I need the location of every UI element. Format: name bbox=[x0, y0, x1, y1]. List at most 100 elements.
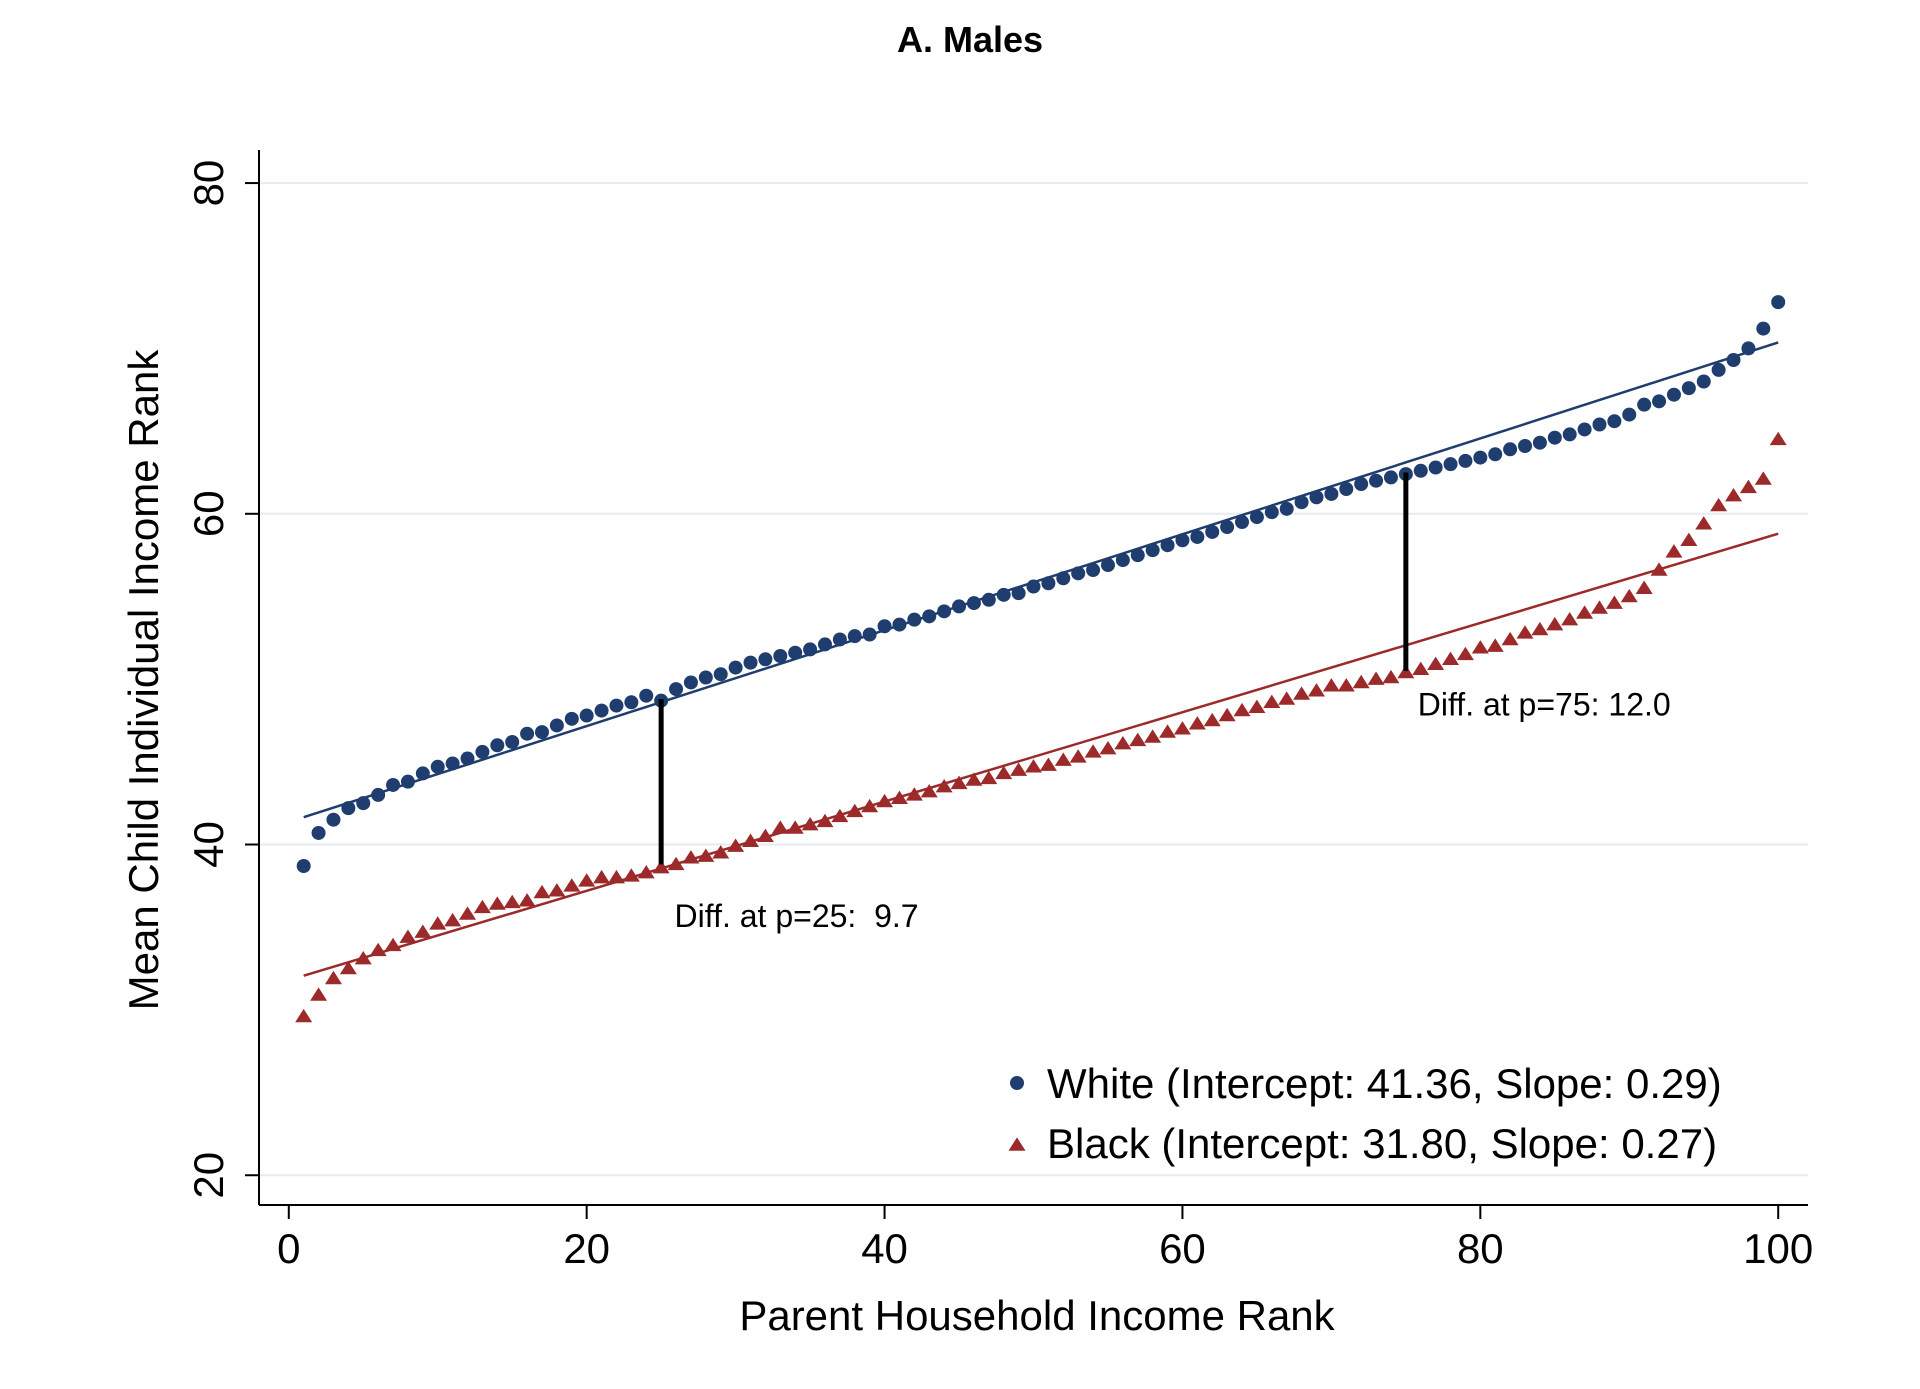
black-point bbox=[429, 916, 447, 930]
white-point bbox=[1637, 397, 1652, 412]
white-point bbox=[1086, 563, 1101, 578]
black-point bbox=[1427, 656, 1445, 671]
black-point bbox=[1650, 562, 1668, 576]
gap-lines bbox=[658, 472, 1409, 865]
black-point bbox=[1144, 729, 1162, 743]
white-point bbox=[1562, 427, 1577, 442]
legend: White (Intercept: 41.36, Slope: 0.29) Bla… bbox=[1008, 1060, 1722, 1167]
black-point bbox=[876, 793, 894, 808]
black-point bbox=[548, 883, 566, 897]
white-point bbox=[1205, 524, 1220, 539]
white-point bbox=[311, 825, 326, 840]
white-point bbox=[758, 652, 773, 667]
white-point bbox=[1294, 495, 1309, 510]
black-point bbox=[1486, 638, 1504, 652]
black-point bbox=[1635, 580, 1653, 594]
black-point bbox=[503, 894, 521, 909]
white-point bbox=[1547, 430, 1562, 445]
white-point bbox=[386, 777, 401, 792]
black-point bbox=[1590, 600, 1608, 614]
black-point bbox=[1531, 621, 1549, 636]
legend-black-label: Black (Intercept: 31.80, Slope: 0.27) bbox=[1047, 1120, 1717, 1167]
white-point bbox=[475, 744, 490, 759]
x-tick-label: 100 bbox=[1743, 1225, 1813, 1272]
white-point bbox=[892, 617, 907, 632]
black-point bbox=[518, 893, 536, 907]
white-point bbox=[817, 637, 832, 652]
white-point bbox=[683, 675, 698, 690]
legend-white-label: White (Intercept: 41.36, Slope: 0.29) bbox=[1047, 1060, 1722, 1107]
white-point bbox=[832, 632, 847, 647]
black-point bbox=[310, 987, 328, 1001]
black-point bbox=[1605, 595, 1623, 609]
black-point bbox=[905, 787, 923, 801]
black-point bbox=[920, 783, 938, 798]
black-point bbox=[727, 838, 745, 852]
y-tick-label: 80 bbox=[185, 160, 232, 207]
black-point bbox=[637, 864, 655, 879]
black-point bbox=[1293, 686, 1311, 700]
white-point bbox=[1026, 579, 1041, 594]
white-point bbox=[1220, 520, 1235, 535]
white-point bbox=[1041, 576, 1056, 591]
white-point bbox=[788, 645, 803, 660]
white-point bbox=[520, 726, 535, 741]
white-point bbox=[1339, 481, 1354, 496]
white-point bbox=[1011, 586, 1026, 601]
white-point bbox=[1130, 548, 1145, 563]
white-point bbox=[341, 801, 356, 816]
black-point bbox=[369, 942, 387, 957]
white-point bbox=[713, 667, 728, 682]
black-point bbox=[488, 896, 506, 910]
black-point bbox=[533, 884, 551, 899]
black-point bbox=[816, 813, 834, 828]
black-point bbox=[712, 845, 730, 859]
white-point bbox=[1175, 533, 1190, 548]
black-point bbox=[1456, 646, 1474, 661]
chart-title: A. Males bbox=[897, 19, 1043, 60]
white-point bbox=[1756, 321, 1771, 336]
white-point bbox=[1100, 558, 1115, 573]
y-axis-title: Mean Child Individual Income Rank bbox=[120, 349, 167, 1011]
white-point bbox=[371, 787, 386, 802]
black-point bbox=[1680, 532, 1698, 546]
x-tick-label: 40 bbox=[861, 1225, 908, 1272]
black-point bbox=[1516, 625, 1534, 639]
black-point bbox=[1129, 732, 1147, 747]
black-point bbox=[1188, 716, 1206, 730]
black-point bbox=[1248, 699, 1266, 714]
white-point bbox=[1309, 490, 1324, 505]
white-point bbox=[1488, 447, 1503, 462]
white-point bbox=[534, 725, 549, 740]
black-point bbox=[1278, 691, 1296, 705]
black-point bbox=[1576, 605, 1594, 619]
white-point bbox=[1532, 435, 1547, 450]
black-point bbox=[1710, 497, 1728, 512]
black-point bbox=[1322, 678, 1340, 692]
black-point bbox=[1173, 721, 1191, 735]
black-point bbox=[1620, 588, 1638, 603]
white-point bbox=[996, 587, 1011, 602]
black-point bbox=[1754, 471, 1772, 485]
white-point bbox=[1458, 453, 1473, 468]
black-point bbox=[801, 817, 819, 831]
white-point bbox=[1592, 417, 1607, 432]
white-point bbox=[1115, 553, 1130, 568]
white-point bbox=[1726, 353, 1741, 368]
black-point bbox=[414, 924, 432, 938]
black-point bbox=[295, 1008, 313, 1023]
white-point bbox=[1666, 387, 1681, 402]
white-point bbox=[445, 756, 460, 771]
axes: 0 20 40 60 80 100 20 40 60 80 bbox=[185, 150, 1813, 1272]
black-point bbox=[1695, 516, 1713, 530]
white-point bbox=[430, 759, 445, 774]
white-point bbox=[1503, 442, 1518, 457]
white-point bbox=[1473, 450, 1488, 465]
white-point bbox=[1071, 566, 1086, 581]
black-point bbox=[756, 828, 774, 842]
white-point bbox=[1413, 463, 1428, 478]
white-point bbox=[966, 596, 981, 611]
white-point bbox=[1443, 457, 1458, 472]
white-point bbox=[862, 627, 877, 642]
